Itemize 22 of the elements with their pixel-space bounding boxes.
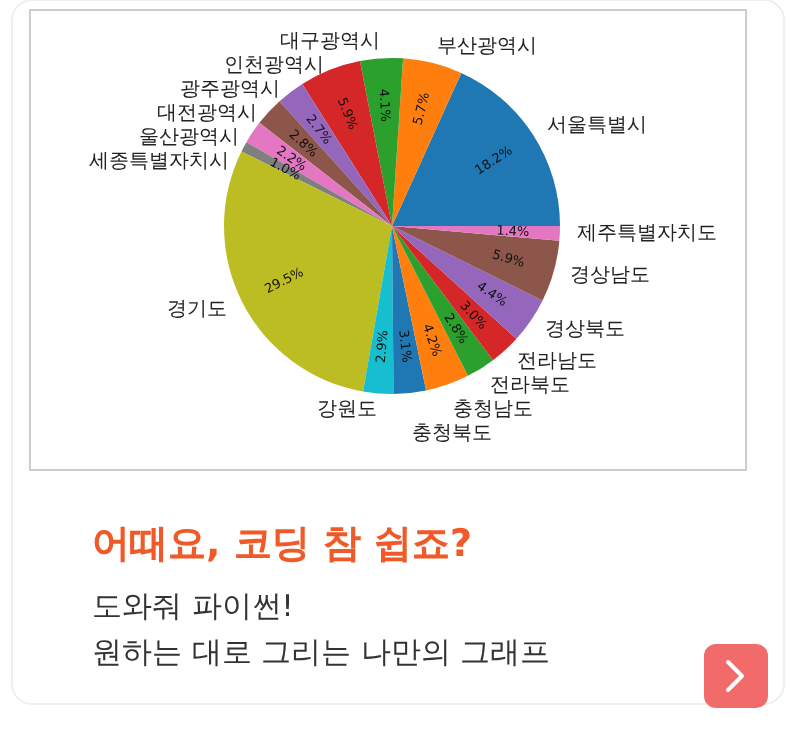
pie-slice [363, 226, 394, 394]
slice-label: 충청남도 [453, 399, 534, 422]
slice-label: 부산광역시 [436, 35, 537, 58]
slice-label: 전라북도 [489, 375, 570, 398]
text: 어때요, 코딩 참 쉽죠? [92, 522, 473, 566]
slice-label: 인천광역시 [223, 54, 324, 77]
slice-label: 서울특별시 [547, 114, 648, 137]
slice-label: 대전광역시 [156, 102, 257, 125]
slice-label: 울산광역시 [138, 126, 239, 149]
slice-label: 경상북도 [544, 319, 625, 342]
slice-label: 충청북도 [411, 423, 492, 446]
slice-label: 전라남도 [516, 351, 597, 374]
pie-slice [359, 58, 404, 226]
slice-label: 경상남도 [569, 264, 650, 287]
slice-label: 제주특별자치도 [576, 223, 717, 246]
slice-label: 경기도 [167, 298, 228, 321]
slice-label: 대구광역시 [280, 30, 381, 53]
text: 원하는 대로 그리는 나만의 그래프 [92, 634, 551, 670]
slice-label: 광주광역시 [180, 78, 281, 101]
text: 도와줘 파이썬! [92, 588, 294, 624]
slice-label: 세종특별자치시 [89, 150, 230, 173]
slice-label: 강원도 [316, 399, 377, 422]
